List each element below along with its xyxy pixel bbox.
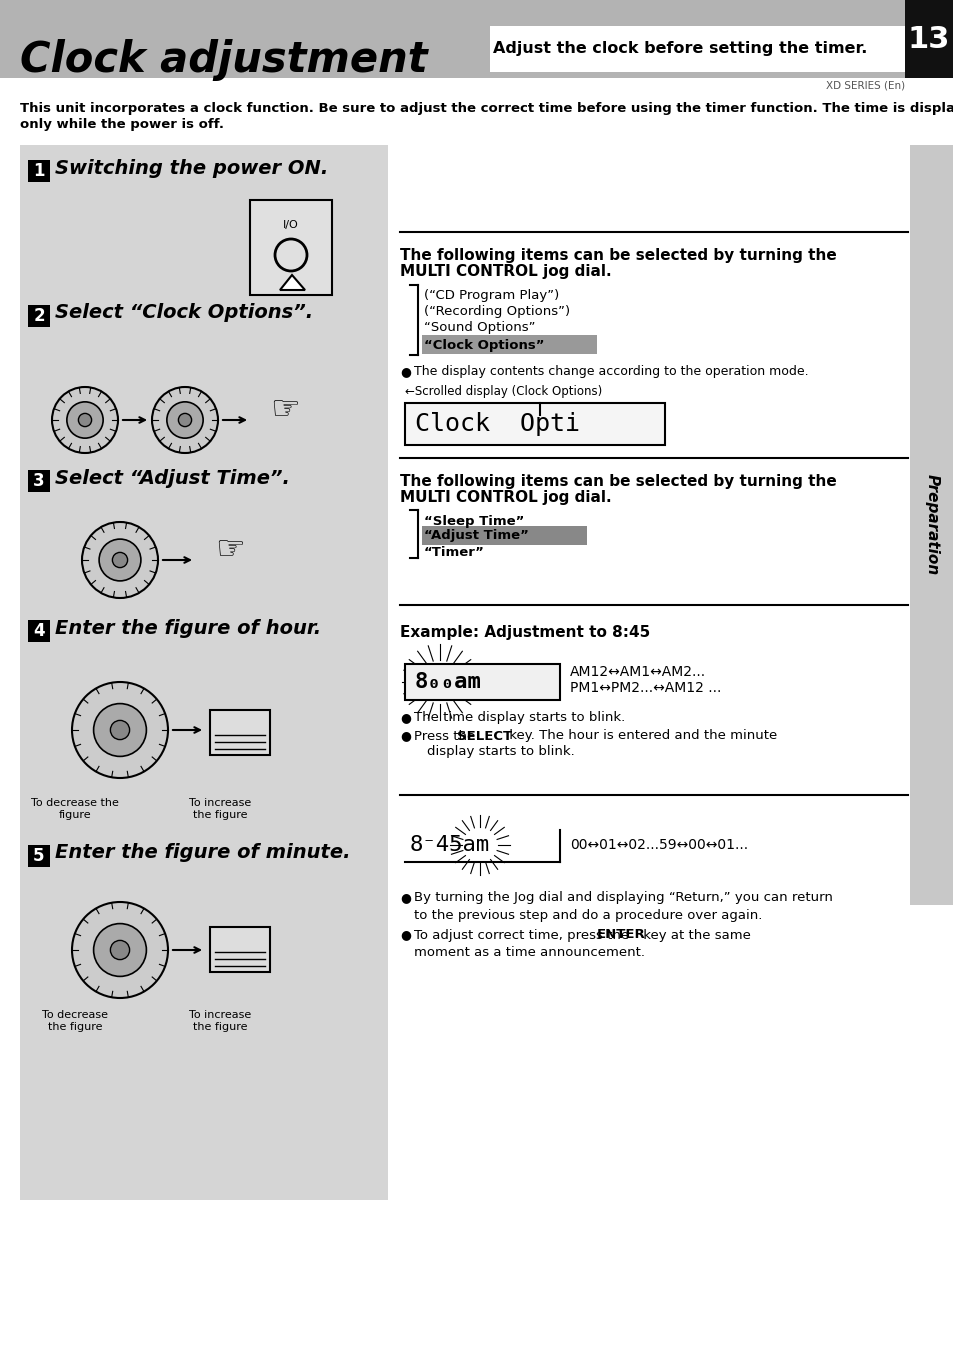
Bar [490, 26, 904, 72]
Circle shape [152, 386, 218, 453]
Text: ☞: ☞ [270, 393, 299, 427]
Text: The following items can be selected by turning the: The following items can be selected by t… [399, 249, 836, 263]
Text: ●: ● [399, 892, 411, 905]
Text: To increase
the figure: To increase the figure [189, 1011, 251, 1032]
Text: ●: ● [399, 712, 411, 724]
Text: (“Recording Options”): (“Recording Options”) [423, 305, 570, 319]
Text: Switching the power ON.: Switching the power ON. [55, 158, 328, 177]
Circle shape [82, 521, 158, 598]
Text: 5: 5 [33, 847, 45, 865]
Text: “Timer”: “Timer” [423, 547, 484, 559]
Text: The time display starts to blink.: The time display starts to blink. [414, 712, 624, 724]
Text: 8₀₀am: 8₀₀am [415, 671, 481, 692]
Bar [28, 620, 50, 642]
Text: To increase
the figure: To increase the figure [189, 798, 251, 820]
Circle shape [78, 413, 91, 427]
Circle shape [71, 902, 168, 998]
Text: XD SERIES (En): XD SERIES (En) [825, 80, 904, 91]
Text: ←Scrolled display (Clock Options): ←Scrolled display (Clock Options) [405, 385, 601, 399]
Text: ☞: ☞ [214, 534, 245, 566]
Bar [421, 335, 597, 354]
Text: key at the same: key at the same [639, 928, 750, 942]
Text: The following items can be selected by turning the: The following items can be selected by t… [399, 474, 836, 489]
Text: “Sleep Time”: “Sleep Time” [423, 515, 524, 527]
Text: Example: Adjustment to 8:45: Example: Adjustment to 8:45 [399, 626, 650, 640]
Text: Clock adjustment: Clock adjustment [20, 39, 427, 81]
Bar [405, 663, 559, 700]
Bar [0, 0, 953, 78]
Text: ●: ● [399, 366, 411, 378]
Circle shape [111, 720, 130, 739]
Circle shape [52, 386, 118, 453]
Text: I/O: I/O [283, 220, 298, 230]
Circle shape [93, 924, 146, 977]
Text: “Adjust Time”: “Adjust Time” [423, 530, 528, 543]
Circle shape [99, 539, 141, 581]
Text: Select “Adjust Time”.: Select “Adjust Time”. [55, 469, 290, 488]
Bar [20, 145, 388, 1200]
Text: Preparation: Preparation [923, 474, 939, 576]
Bar [210, 927, 270, 971]
Text: SELECT: SELECT [456, 730, 512, 743]
Text: 13: 13 [907, 24, 949, 54]
Text: Clock  Opti: Clock Opti [415, 412, 579, 436]
Text: only while the power is off.: only while the power is off. [20, 118, 224, 131]
Bar [250, 200, 332, 295]
Text: This unit incorporates a clock function. Be sure to adjust the correct time befo: This unit incorporates a clock function.… [20, 101, 953, 115]
Text: 4: 4 [33, 621, 45, 640]
Text: MULTI CONTROL jog dial.: MULTI CONTROL jog dial. [399, 263, 611, 280]
Text: “Sound Options”: “Sound Options” [423, 320, 535, 334]
Circle shape [71, 682, 168, 778]
Text: ENTER: ENTER [597, 928, 645, 942]
Text: Press the: Press the [414, 730, 479, 743]
Polygon shape [280, 276, 305, 290]
Bar [28, 844, 50, 867]
Circle shape [93, 704, 146, 757]
Text: The display contents change according to the operation mode.: The display contents change according to… [414, 366, 808, 378]
Text: PM1↔PM2...↔AM12 ...: PM1↔PM2...↔AM12 ... [569, 681, 720, 694]
Text: “Clock Options”: “Clock Options” [423, 339, 544, 351]
Text: 1: 1 [33, 162, 45, 180]
Bar [909, 145, 953, 905]
Text: moment as a time announcement.: moment as a time announcement. [414, 946, 644, 958]
Bar [28, 470, 50, 492]
Circle shape [167, 401, 203, 438]
Text: ●: ● [399, 928, 411, 942]
Bar [28, 159, 50, 182]
Text: To decrease
the figure: To decrease the figure [42, 1011, 108, 1032]
Text: 8⁻45am: 8⁻45am [410, 835, 490, 855]
Text: Adjust the clock before setting the timer.: Adjust the clock before setting the time… [493, 42, 866, 57]
Bar [28, 305, 50, 327]
Text: key. The hour is entered and the minute: key. The hour is entered and the minute [504, 730, 777, 743]
Text: 3: 3 [33, 471, 45, 490]
Circle shape [67, 401, 103, 438]
Text: AM12↔AM1↔AM2...: AM12↔AM1↔AM2... [569, 665, 705, 680]
Bar [421, 526, 586, 544]
Text: 00↔01↔02...59↔00↔01...: 00↔01↔02...59↔00↔01... [569, 838, 747, 852]
Text: To decrease the
figure: To decrease the figure [31, 798, 119, 820]
Bar [405, 403, 664, 444]
Text: Enter the figure of minute.: Enter the figure of minute. [55, 843, 350, 862]
Text: display starts to blink.: display starts to blink. [427, 746, 574, 758]
Bar [904, 0, 953, 78]
Text: MULTI CONTROL jog dial.: MULTI CONTROL jog dial. [399, 490, 611, 505]
Bar [210, 711, 270, 755]
Circle shape [112, 553, 128, 567]
Text: to the previous step and do a procedure over again.: to the previous step and do a procedure … [414, 908, 761, 921]
Text: ●: ● [399, 730, 411, 743]
Circle shape [111, 940, 130, 959]
Text: By turning the Jog dial and displaying “Return,” you can return: By turning the Jog dial and displaying “… [414, 892, 832, 905]
Circle shape [178, 413, 192, 427]
Text: Select “Clock Options”.: Select “Clock Options”. [55, 304, 313, 323]
Text: To adjust correct time, press the: To adjust correct time, press the [414, 928, 633, 942]
Text: 2: 2 [33, 307, 45, 326]
Text: Enter the figure of hour.: Enter the figure of hour. [55, 619, 321, 638]
Text: (“CD Program Play”): (“CD Program Play”) [423, 289, 558, 303]
